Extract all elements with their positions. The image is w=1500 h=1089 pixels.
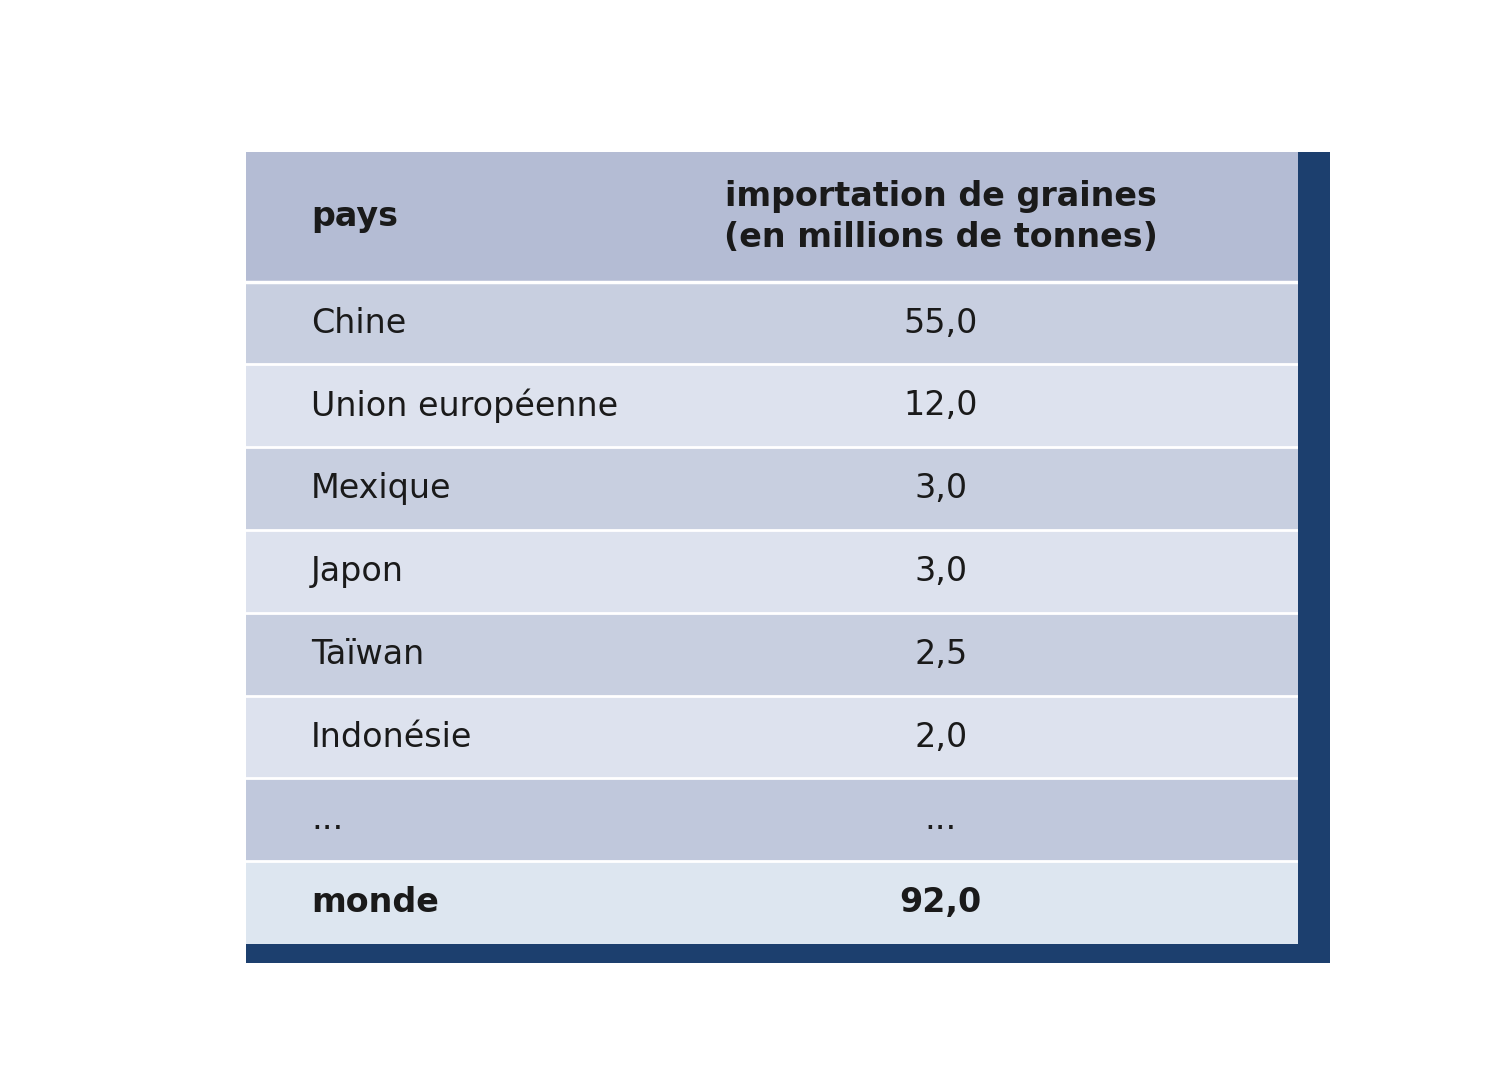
Text: Union européenne: Union européenne [310, 389, 618, 423]
Text: Japon: Japon [310, 555, 404, 588]
Text: 2,5: 2,5 [914, 638, 968, 671]
Text: importation de graines
(en millions de tonnes): importation de graines (en millions de t… [724, 180, 1158, 254]
Bar [246, 282, 1298, 365]
Text: 3,0: 3,0 [914, 555, 968, 588]
Bar [246, 365, 1298, 448]
Bar [246, 861, 1298, 944]
Text: Chine: Chine [310, 306, 407, 340]
Bar [1298, 151, 1330, 944]
Text: Mexique: Mexique [310, 473, 452, 505]
Text: 92,0: 92,0 [900, 886, 983, 919]
Bar [246, 944, 1330, 963]
Text: Taïwan: Taïwan [310, 638, 424, 671]
Bar [246, 530, 1298, 613]
Text: 2,0: 2,0 [914, 721, 968, 754]
Text: ...: ... [310, 804, 344, 836]
Bar [246, 779, 1298, 861]
Text: Indonésie: Indonésie [310, 721, 472, 754]
Text: 55,0: 55,0 [903, 306, 978, 340]
Bar [246, 151, 1298, 282]
Text: monde: monde [310, 886, 440, 919]
Text: 12,0: 12,0 [903, 390, 978, 423]
Text: pays: pays [310, 200, 398, 233]
Bar [246, 448, 1298, 530]
Text: ...: ... [924, 804, 957, 836]
Text: 3,0: 3,0 [914, 473, 968, 505]
Bar [246, 613, 1298, 696]
Bar [246, 696, 1298, 779]
